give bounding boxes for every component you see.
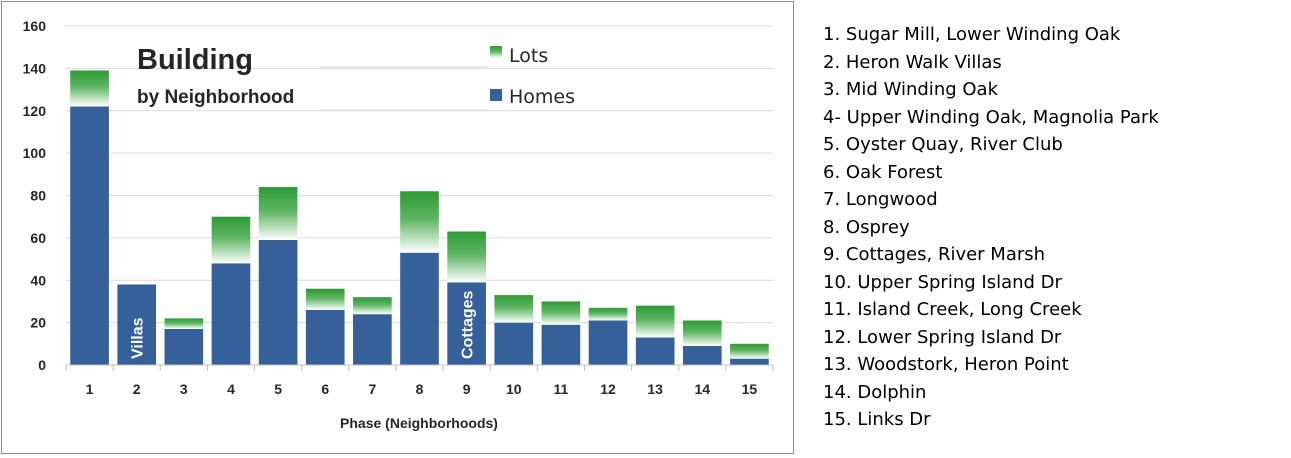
bar-label-2: Villas [130,317,147,359]
neighborhood-item-2: 2. Heron Walk Villas [823,51,1002,73]
y-tick-label: 120 [23,103,47,119]
chart-subtitle: by Neighborhood [137,87,294,108]
neighborhood-list: 1. Sugar Mill, Lower Winding Oak 2. Heron… [823,21,1159,434]
bar-homes-13 [635,337,675,365]
neighborhood-item-13: 13. Woodstork, Heron Point [823,354,1069,375]
bar-homes-10 [494,322,534,365]
chart-frame: Villas Cottages 0 20 40 60 80 100 120 140 160 1 2 3 4… [1,1,794,454]
bar-lots-11 [541,301,581,325]
x-tick-label: 5 [274,381,282,397]
bar-homes-8 [400,252,439,365]
bar-lots-10 [494,295,534,323]
neighborhood-item-7: 7. Longwood [823,189,938,210]
bar-lots-8 [400,191,439,253]
bar-homes-2 [117,284,157,365]
x-tick-label: 2 [133,381,141,397]
bar-lots-9 [447,231,486,283]
neighborhood-item-1: 1. Sugar Mill, Lower Winding Oak [823,24,1121,45]
neighborhood-item-8: 8. Osprey [823,216,910,238]
bar-homes-14 [682,345,722,365]
bar-homes-4 [211,263,251,365]
bar-homes-1 [70,106,109,365]
y-tick-label: 80 [30,188,46,204]
y-tick-label: 60 [30,230,46,246]
x-tick-label: 13 [647,381,663,397]
bar-lots-5 [258,187,298,240]
bar-lots-1 [70,70,109,107]
bar-label-9: Cottages [460,290,477,359]
y-tick-label: 140 [23,60,47,76]
neighborhood-item-5: 5. Oyster Quay, River Club [823,134,1063,155]
x-tick-label: 11 [553,381,568,397]
bar-lots-6 [305,288,345,310]
bar-homes-3 [164,328,204,365]
bar-homes-6 [305,309,345,365]
bar-lots-13 [635,305,675,338]
bar-homes-11 [541,324,581,365]
neighborhood-item-4: 4- Upper Winding Oak, Magnolia Park [823,106,1159,128]
y-tick-label: 0 [38,357,46,373]
neighborhood-item-3: 3. Mid Winding Oak [823,79,998,100]
legend-swatch-homes [490,89,502,101]
neighborhood-item-9: 9. Cottages, River Marsh [823,244,1046,265]
bar-homes-5 [258,239,298,365]
neighborhood-item-12: 12. Lower Spring Island Dr [823,326,1062,348]
x-tick-label: 8 [416,381,424,397]
x-tick-label: 6 [321,381,329,397]
neighborhood-item-6: 6. Oak Forest [823,161,943,183]
x-tick-label: 14 [695,381,711,397]
chart-title: Building [137,44,253,76]
neighborhood-item-14: 14. Dolphin [823,381,927,403]
x-tick-label: 7 [368,381,376,397]
x-axis-label: Phase (Neighborhoods) [340,415,498,431]
x-tick-label: 12 [600,381,616,397]
x-tick-label: 3 [180,381,188,397]
y-tick-label: 100 [23,145,47,161]
legend-label-homes: Homes [509,86,575,108]
y-tick-label: 40 [30,272,46,288]
legend-swatch-lots [490,46,502,58]
neighborhood-item-10: 10. Upper Spring Island Dr [823,271,1062,293]
bar-lots-3 [164,318,204,329]
neighborhood-item-11: 11. Island Creek, Long Creek [823,299,1082,320]
bar-lots-4 [211,216,251,264]
y-tick-label: 20 [30,315,46,331]
x-tick-label: 9 [463,381,471,397]
x-tick-label: 15 [742,381,758,397]
bar-homes-7 [353,314,392,365]
bar-lots-14 [682,320,722,346]
legend-label-lots: Lots [509,45,548,67]
bar-homes-9 [447,282,486,365]
bar-lots-7 [353,297,392,315]
x-tick-label: 10 [506,381,522,397]
bar-homes-15 [730,358,769,365]
bar-homes-12 [588,320,628,365]
x-tick-label: 4 [227,381,235,397]
x-tick-label: 1 [86,381,94,397]
y-tick-label: 160 [23,18,47,34]
neighborhood-item-15: 15. Links Dr [823,409,931,430]
bar-lots-15 [730,343,769,359]
bar-lots-12 [588,307,628,321]
